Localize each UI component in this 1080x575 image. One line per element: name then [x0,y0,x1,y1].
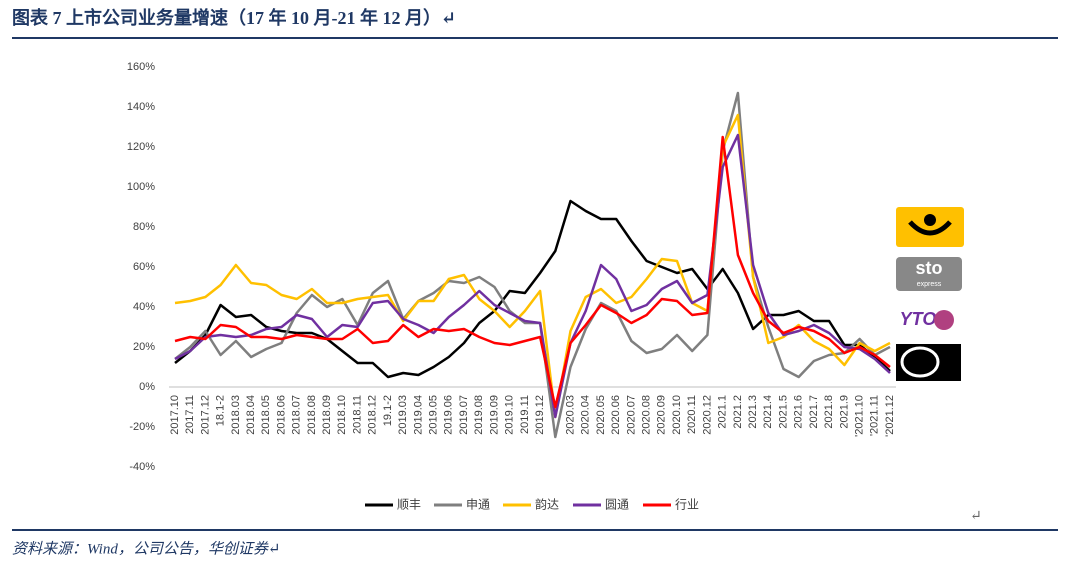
y-tick-label: 0% [139,381,155,393]
x-tick-label: 2019.05 [428,395,440,435]
legend-label: 行业 [675,498,699,512]
legend-item: 韵达 [503,497,559,512]
figure-title: 图表 7 上市公司业务量增速（17 年 10 月-21 年 12 月）↵ [12,7,456,28]
x-tick-label: 2020.08 [641,395,653,435]
x-tick-label: 2019.06 [443,395,455,435]
series-line [174,113,891,419]
logo-yto-mark [934,310,954,330]
x-tick-label: 2020.07 [625,395,637,435]
x-tick-label: 2020.10 [671,395,683,435]
x-tick-label: 2020.12 [701,395,713,435]
legend-label: 顺丰 [397,498,421,512]
x-tick-label: 2018.11 [351,395,363,434]
y-tick-label: 140% [127,101,155,113]
x-tick-label: 2017.11 [184,395,196,434]
x-tick-label: 2021.6 [793,395,805,429]
y-tick-label: 80% [133,221,155,233]
x-tick-label: 2017.12 [199,395,211,435]
legend-label: 圆通 [605,498,629,512]
series-line [174,135,891,409]
y-tick-label: 120% [127,141,155,153]
legend-item: 圆通 [573,498,629,512]
x-tick-label: 2020.09 [656,395,668,435]
y-tick-label: 20% [133,341,155,353]
x-tick-label: 2019.12 [534,395,546,435]
x-tick-label: '2021.11 [869,395,881,436]
series-line [174,91,891,439]
x-tick-label: 2019.03 [397,395,409,435]
legend-item: 申通 [434,498,490,512]
y-tick-label: -40% [129,461,155,473]
x-tick-label: 2020.06 [610,395,622,435]
x-tick-label: 2021.4 [762,395,774,429]
x-tick-label: 2020.03 [564,395,576,435]
y-tick-label: -20% [129,421,155,433]
x-tick-label: 2019.11 [519,395,531,434]
x-tick-label: 2019.04 [412,395,424,435]
x-tick-label: 2021.8 [823,395,835,429]
x-tick-label: 2018.06 [275,395,287,435]
logo-yunda [896,207,964,247]
x-tick-label: 2018.08 [306,395,318,435]
y-tick-label: 160% [127,61,155,73]
x-tick-label: 2021.9 [838,395,850,429]
x-tick-label: 2019.08 [473,395,485,435]
x-tick-label: 19.1-2 [382,395,394,426]
logos: sto express YTO [896,207,964,381]
logo-sf-ring [900,346,940,378]
x-tick-label: 2019.10 [504,395,516,435]
logo-sto [896,257,962,291]
x-tick-label: 2018.04 [245,395,257,435]
x-tick-label: 2019.09 [488,395,500,435]
x-tick-label: 2020.04 [580,395,592,435]
legend-label: 申通 [466,498,490,512]
logo-yunda-star [924,214,936,226]
x-tick-label: 2021.7 [808,395,820,429]
x-tick-label: 2020.05 [595,395,607,435]
x-tick-label: '2021.12 [884,395,896,437]
series-line [174,199,891,379]
y-tick-label: 60% [133,261,155,273]
x-tick-label: 2021.5 [777,395,789,429]
legend-item: 行业 [643,498,699,512]
y-tick-label: 40% [133,301,155,313]
x-tick-label: 2018.03 [230,395,242,435]
legend-item: 顺丰 [365,498,421,512]
source-note: 资料来源：Wind，公司公告，华创证券↵ [12,540,280,557]
x-tick-label: 2018.12 [367,395,379,435]
logo-yto-text: YTO [900,309,937,329]
y-tick-label: 100% [127,181,155,193]
x-tick-label: 2017.10 [169,395,181,435]
x-tick-label: 2021.1 [717,395,729,429]
x-tick-label: 2018.09 [321,395,333,435]
x-tick-label: 2021.3 [747,395,759,429]
logo-sto-subtext: express [917,281,942,288]
x-tick-label: '2021.10 [853,395,865,437]
x-tick-label: 2018.07 [291,395,303,435]
x-tick-label: 2019.07 [458,395,470,435]
x-tick-label: 2020.11 [686,395,698,434]
x-tick-label: 18.1-2 [215,395,227,426]
x-tick-label: 2021.2 [732,395,744,429]
series-line [174,133,891,419]
logo-sto-text: sto [916,258,943,278]
logo-yunda-smile [908,220,952,236]
x-tick-label: 2018.05 [260,395,272,435]
x-tick-label: 2018.10 [336,395,348,435]
legend-label: 韵达 [535,497,559,512]
paragraph-mark: ↵ [970,509,982,524]
